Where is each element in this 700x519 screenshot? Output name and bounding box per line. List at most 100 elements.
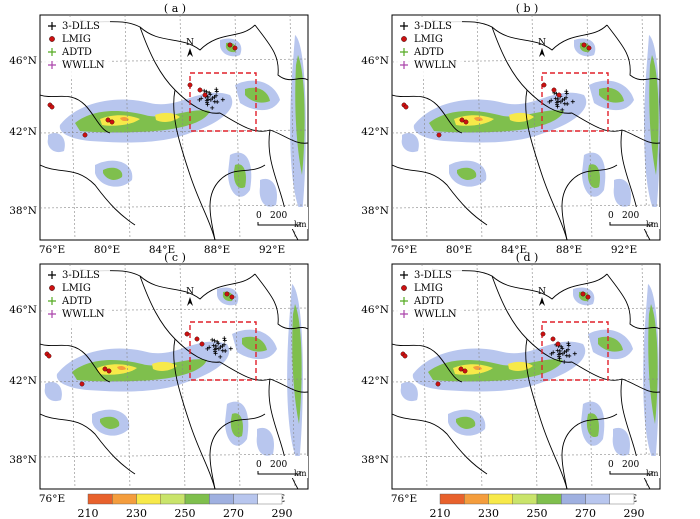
- gridline: [179, 15, 186, 240]
- lmig-mark: [551, 87, 557, 93]
- cloud-top-area: [649, 55, 659, 175]
- legend: 3-DLLS LMIG ADTD WWLLN: [42, 266, 110, 326]
- north-arrow-label: N: [186, 38, 194, 48]
- colorbar-segment: [439, 493, 465, 505]
- province-border: [40, 343, 111, 383]
- y-tick-label: 38°N: [9, 205, 37, 217]
- x-tick-label: 84°E: [501, 244, 527, 256]
- 3dlls-stroke-mark: [212, 94, 217, 99]
- legend-label: 3-DLLS: [414, 270, 452, 281]
- lmig-mark: [459, 117, 465, 123]
- cloud-top-area: [400, 381, 418, 402]
- province-border: [392, 94, 463, 134]
- lmig-mark: [436, 132, 442, 138]
- lmig-mark: [550, 336, 556, 342]
- 3dlls-stroke-mark: [220, 348, 225, 353]
- north-arrow: N: [538, 38, 546, 57]
- scale-value: 200: [270, 460, 287, 470]
- 3dlls-stroke-mark: [210, 105, 215, 110]
- 3dlls-stroke-mark: [222, 338, 227, 343]
- cloud-top-area: [242, 336, 267, 352]
- legend-marker: [48, 271, 56, 279]
- y-tick-label: 46°N: [9, 304, 37, 316]
- lmig-mark: [581, 42, 587, 48]
- 3dlls-stroke-mark: [207, 345, 212, 350]
- colorbar-segment: [585, 493, 610, 505]
- colorbar-tick-label: 230: [478, 507, 499, 519]
- 3dlls-stroke-mark: [557, 356, 562, 361]
- lmig-mark: [82, 132, 88, 138]
- cloud-top-area: [473, 365, 482, 371]
- cloud-top-area: [120, 116, 129, 122]
- province-border: [392, 164, 488, 226]
- cloud-top-area: [612, 427, 631, 456]
- cloud-top-area: [230, 413, 243, 438]
- lmig-mark: [187, 82, 193, 88]
- lmig-mark: [458, 366, 464, 372]
- scale-unit: km: [294, 220, 307, 229]
- 3dlls-stroke-mark: [204, 89, 209, 94]
- y-tick-label: 38°N: [361, 205, 389, 217]
- y-tick-label: 38°N: [9, 454, 37, 466]
- scale-bar-line: [609, 222, 653, 226]
- colorbar-tick-label: 270: [223, 507, 244, 519]
- cloud-top-area: [509, 112, 534, 122]
- gridline: [531, 264, 538, 489]
- lmig-mark: [46, 353, 52, 359]
- 3dlls-stroke-mark: [562, 101, 567, 106]
- north-arrow: N: [186, 38, 194, 57]
- colorbar-segment: [136, 493, 161, 505]
- north-arrow-icon: [187, 297, 193, 306]
- province-border: [491, 26, 573, 114]
- legend-marker: [401, 285, 407, 291]
- legend-marker: [400, 310, 408, 318]
- 3dlls-stroke-mark: [214, 89, 219, 94]
- province-border: [606, 273, 660, 330]
- scale-bar-line: [609, 471, 653, 475]
- y-tick-label: 46°N: [361, 304, 389, 316]
- colorbar-tick-label: 230: [126, 507, 147, 519]
- gridline: [531, 15, 538, 240]
- cloud-top-area: [613, 178, 632, 207]
- lmig-mark: [105, 117, 111, 123]
- cloud-top-area: [401, 132, 419, 153]
- x-tick-label: 76°E: [39, 244, 65, 256]
- legend-box: [42, 266, 110, 326]
- lmig-mark: [102, 366, 108, 372]
- panel-b: ( b ) N 0 200 km 3-DLLS LMIG ADTD WWLLN 76°E 80…: [361, 2, 661, 256]
- cloud-top-area: [155, 112, 180, 122]
- legend-label: ADTD: [61, 47, 92, 58]
- panel-label: ( b ): [516, 2, 539, 15]
- y-tick-label: 42°N: [361, 375, 389, 387]
- north-arrow-label: N: [538, 287, 546, 297]
- gridline: [234, 264, 241, 489]
- cloud-top-area: [648, 304, 658, 424]
- gridline: [641, 15, 648, 240]
- x-tick-label: 76°E: [391, 244, 417, 256]
- colorbar-segment: [561, 493, 586, 505]
- y-tick-label: 42°N: [9, 375, 37, 387]
- lmig-mark: [194, 336, 200, 342]
- axis-ticks: 76°E 80°E 84°E 88°E 92°E 46°N 42°N 38°N: [9, 55, 285, 256]
- 3dlls-stroke-mark: [205, 94, 210, 99]
- legend-marker: [400, 297, 408, 305]
- legend-label: WWLLN: [62, 309, 105, 320]
- 3dlls-stroke-mark: [213, 349, 218, 354]
- legend-label: LMIG: [414, 34, 443, 45]
- gridline: [40, 129, 308, 134]
- legend-label: LMIG: [62, 34, 91, 45]
- scale-value: 200: [622, 460, 639, 470]
- cloud-top-area: [599, 87, 624, 103]
- province-border: [491, 275, 573, 363]
- legend-marker: [49, 285, 55, 291]
- panel-label: ( a ): [164, 2, 186, 15]
- lmig-mark: [541, 82, 547, 88]
- scale-value: 200: [270, 211, 287, 221]
- lmig-mark: [462, 368, 468, 374]
- lmig-mark: [540, 331, 546, 337]
- 3dlls-stroke-mark: [214, 87, 219, 92]
- gridline: [392, 378, 660, 383]
- scale-bar: 0 200 km: [252, 456, 308, 478]
- legend-label: 3-DLLS: [414, 21, 452, 32]
- cloud-top-area: [292, 304, 302, 424]
